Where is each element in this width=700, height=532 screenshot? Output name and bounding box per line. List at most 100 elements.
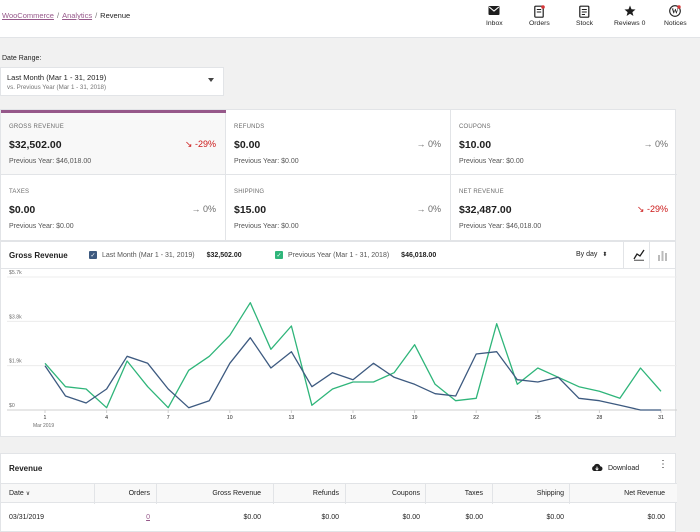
summary-coupons[interactable]: COUPONS $10.00 → 0% Previous Year: $0.00 <box>451 110 677 175</box>
topnav-orders-label: Orders <box>529 20 550 27</box>
summary-delta: → 0% <box>416 139 441 149</box>
summary-net-revenue[interactable]: NET REVENUE $32,487.00 ↘ -29% Previous Y… <box>451 175 677 240</box>
revenue-table-card: Revenue Download ⋮ Date ∨ Orders Gross R… <box>0 453 677 532</box>
x-tick-label: 7 <box>167 415 170 421</box>
summary-value: $32,487.00 <box>459 204 512 216</box>
cell-orders[interactable]: 0 <box>146 514 150 521</box>
topnav-orders[interactable]: Orders <box>529 5 550 27</box>
legend-label: Previous Year (Mar 1 - 31, 2018) <box>288 251 390 259</box>
bar-chart-icon[interactable] <box>657 249 668 263</box>
chevron-down-icon <box>208 78 214 82</box>
x-tick-label: 25 <box>535 415 541 421</box>
topnav-stock-label: Stock <box>576 20 593 27</box>
summary-label: NET REVENUE <box>459 189 504 195</box>
x-tick-label: 1 <box>44 415 47 421</box>
summary-value: $0.00 <box>234 139 261 151</box>
arrow-right-icon: → <box>191 204 201 214</box>
topnav-notices-label: Notices <box>664 20 687 27</box>
interval-select[interactable]: By day ⬍ <box>576 251 607 258</box>
legend-item-previous-year[interactable]: ✓ Previous Year (Mar 1 - 31, 2018) $46,0… <box>275 251 436 259</box>
cloud-download-icon <box>591 463 603 474</box>
line-chart-icon[interactable] <box>633 249 645 263</box>
breadcrumb-woocommerce[interactable]: WooCommerce <box>2 11 54 20</box>
chart-card: Gross Revenue ✓ Last Month (Mar 1 - 31, … <box>0 241 677 437</box>
cell-shipping: $0.00 <box>546 514 564 521</box>
column-header-coupons[interactable]: Coupons <box>391 490 420 497</box>
summary-value: $32,502.00 <box>9 139 62 151</box>
download-button[interactable]: Download <box>591 463 639 474</box>
summary-refunds[interactable]: REFUNDS $0.00 → 0% Previous Year: $0.00 <box>226 110 451 175</box>
summary-label: COUPONS <box>459 124 491 130</box>
topnav-inbox-label: Inbox <box>486 20 503 27</box>
date-range-label: Date Range: <box>2 55 42 62</box>
legend-item-last-month[interactable]: ✓ Last Month (Mar 1 - 31, 2019) $32,502.… <box>89 251 242 259</box>
checkbox-icon: ✓ <box>275 251 283 259</box>
revenue-line-chart: $0 $1.9k $3.8k $5.7k 1 4 7 10 13 16 19 22 25 28 31 Mar … <box>7 270 677 429</box>
column-header-taxes[interactable]: Taxes <box>464 490 483 497</box>
summary-value: $15.00 <box>234 204 267 216</box>
summary-value: $0.00 <box>9 204 36 216</box>
topnav-notices[interactable]: W Notices <box>664 5 687 27</box>
table-header: Date ∨ Orders Gross Revenue Refunds Coup… <box>1 483 677 504</box>
summary-delta: → 0% <box>416 204 441 214</box>
x-tick-label: 28 <box>597 415 603 421</box>
x-tick-label: 13 <box>289 415 295 421</box>
summary-label: REFUNDS <box>234 124 265 130</box>
summary-label: TAXES <box>9 189 30 195</box>
topnav-stock[interactable]: Stock <box>576 5 593 27</box>
x-tick-label: 22 <box>473 415 479 421</box>
cell-refunds: $0.00 <box>321 514 339 521</box>
more-options-icon[interactable]: ⋮ <box>658 459 668 470</box>
summary-delta: → 0% <box>643 139 668 149</box>
top-bar: WooCommerce / Analytics / Revenue Inbox Orde… <box>0 0 700 38</box>
cell-coupons: $0.00 <box>402 514 420 521</box>
summary-previous: Previous Year: $0.00 <box>9 223 74 230</box>
arrow-right-icon: → <box>416 139 426 149</box>
y-tick-label: $5.7k <box>9 270 22 276</box>
legend-total: $32,502.00 <box>206 251 242 259</box>
summary-delta: ↘ -29% <box>184 139 216 149</box>
date-range-main: Last Month (Mar 1 - 31, 2019) <box>7 73 107 82</box>
inbox-icon <box>486 5 503 18</box>
cell-taxes: $0.00 <box>465 514 483 521</box>
x-tick-label: 19 <box>412 415 418 421</box>
series-line-previous-year <box>44 302 662 409</box>
summary-shipping[interactable]: SHIPPING $15.00 → 0% Previous Year: $0.0… <box>226 175 451 240</box>
summary-label: GROSS REVENUE <box>9 124 64 130</box>
svg-text:W: W <box>672 8 679 16</box>
summary-numbers: GROSS REVENUE $32,502.00 ↘ -29% Previous… <box>0 109 677 241</box>
orders-icon <box>529 5 550 18</box>
summary-previous: Previous Year: $0.00 <box>234 158 299 165</box>
topnav-inbox[interactable]: Inbox <box>486 5 503 27</box>
topnav-reviews[interactable]: Reviews 0 <box>614 5 645 27</box>
column-header-shipping[interactable]: Shipping <box>536 490 564 497</box>
summary-previous: Previous Year: $46,018.00 <box>9 158 92 165</box>
legend-label: Last Month (Mar 1 - 31, 2019) <box>102 251 195 259</box>
arrow-right-icon: → <box>416 204 426 214</box>
checkbox-icon: ✓ <box>89 251 97 259</box>
chevron-updown-icon: ⬍ <box>602 252 608 258</box>
column-header-gross-revenue[interactable]: Gross Revenue <box>212 490 261 497</box>
column-header-orders[interactable]: Orders <box>128 490 150 497</box>
breadcrumb: WooCommerce / Analytics / Revenue <box>2 11 131 20</box>
x-tick-label: 31 <box>658 415 664 421</box>
summary-gross-revenue[interactable]: GROSS REVENUE $32,502.00 ↘ -29% Previous… <box>1 110 226 175</box>
x-axis-sublabel: Mar 2019 <box>33 423 54 429</box>
column-header-date[interactable]: Date ∨ <box>9 490 31 497</box>
chart-title: Gross Revenue <box>9 251 68 260</box>
topnav-reviews-label: Reviews 0 <box>614 20 646 27</box>
arrow-down-right-icon: ↘ <box>184 139 193 149</box>
column-header-net-revenue[interactable]: Net Revenue <box>624 490 665 497</box>
arrow-down-right-icon: ↘ <box>636 204 645 214</box>
cell-net-revenue: $0.00 <box>647 514 665 521</box>
date-range-picker[interactable]: Last Month (Mar 1 - 31, 2019) vs. Previo… <box>0 67 224 96</box>
y-tick-label: $0 <box>9 403 15 409</box>
summary-previous: Previous Year: $46,018.00 <box>459 223 542 230</box>
breadcrumb-analytics[interactable]: Analytics <box>62 11 93 20</box>
cell-date: 03/31/2019 <box>9 514 45 521</box>
x-tick-label: 16 <box>350 415 356 421</box>
summary-previous: Previous Year: $0.00 <box>234 223 299 230</box>
summary-taxes[interactable]: TAXES $0.00 → 0% Previous Year: $0.00 <box>1 175 226 240</box>
table-title: Revenue <box>9 464 43 473</box>
column-header-refunds[interactable]: Refunds <box>312 490 339 497</box>
